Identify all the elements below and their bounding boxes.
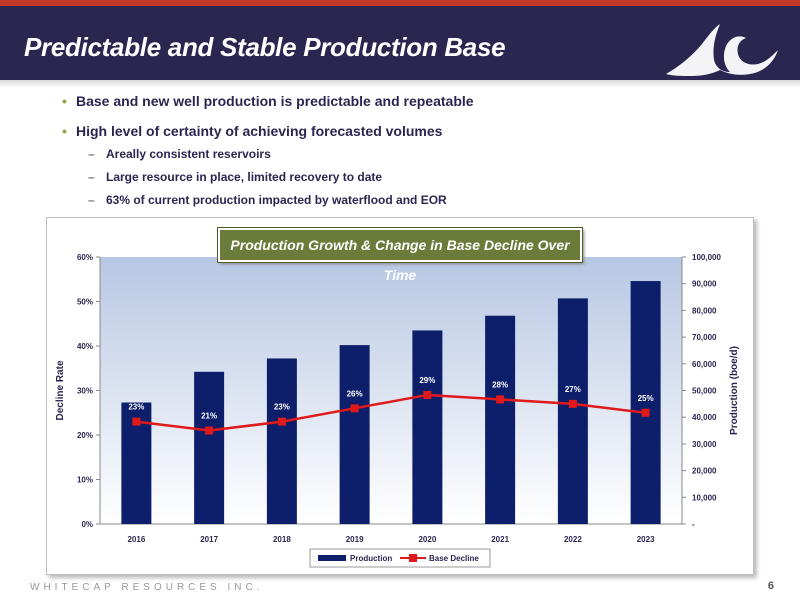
y-tick-label: 10% xyxy=(77,476,93,485)
point-base-decline xyxy=(350,404,359,413)
point-base-decline xyxy=(205,426,214,435)
point-base-decline xyxy=(568,399,577,408)
y2-tick-label: 70,000 xyxy=(692,333,717,342)
title-bar: Predictable and Stable Production Base xyxy=(0,6,800,80)
point-base-decline xyxy=(277,417,286,426)
y-tick-label: 60% xyxy=(77,253,93,262)
plot-area xyxy=(100,257,682,524)
page-number: 6 xyxy=(767,580,774,592)
x-tick-label: 2021 xyxy=(491,535,509,544)
x-tick-label: 2023 xyxy=(637,535,655,544)
sub-bullet-item: – Areally consistent reservoirs xyxy=(62,146,762,169)
sub-bullet-item: –63% of current production impacted by w… xyxy=(62,192,762,215)
production-decline-chart: 0% 10% 20% 30% 40% 50% 60% - 10,000 20,000 30,000 4… xyxy=(55,253,740,568)
data-label-decline: 23% xyxy=(128,403,144,412)
bullet-item: • Base and new well production is predict… xyxy=(62,92,762,116)
sub-bullet-text: Areally consistent reservoirs xyxy=(106,147,271,161)
x-tick-label: 2017 xyxy=(200,535,218,544)
x-tick-label: 2022 xyxy=(564,535,582,544)
point-base-decline xyxy=(423,390,432,399)
legend-label-production: Production xyxy=(350,554,392,563)
y-tick-label: 30% xyxy=(77,387,93,396)
bar-production xyxy=(266,358,297,524)
y2-tick-label: 10,000 xyxy=(692,493,717,502)
y2-tick-label: 40,000 xyxy=(692,413,717,422)
data-label-decline: 23% xyxy=(274,403,290,412)
bar-production xyxy=(412,330,443,524)
x-tick-label: 2020 xyxy=(418,535,436,544)
wave-logo-icon xyxy=(666,24,778,76)
data-label-decline: 21% xyxy=(201,412,217,421)
legend-label-base-decline: Base Decline xyxy=(429,554,479,563)
bullet-dot-icon: • xyxy=(62,123,67,139)
legend-marker-base-decline xyxy=(409,554,417,562)
bullet-text: High level of certainty of achieving for… xyxy=(76,123,443,139)
sub-bullet-text: Large resource in place, limited recover… xyxy=(106,170,383,184)
point-base-decline xyxy=(132,417,141,426)
data-label-decline: 29% xyxy=(419,376,435,385)
data-label-decline: 26% xyxy=(347,389,363,398)
point-base-decline xyxy=(496,395,505,404)
x-tick-label: 2016 xyxy=(127,535,145,544)
bar-production xyxy=(194,371,225,524)
dash-icon: – xyxy=(88,193,95,207)
title-shadow xyxy=(0,80,800,88)
y-tick-label: 40% xyxy=(77,342,93,351)
data-label-decline: 28% xyxy=(492,380,508,389)
legend-swatch-production xyxy=(318,555,346,561)
y2-axis-title: Production (boe/d) xyxy=(729,346,740,435)
sub-bullet-item: – Large resource in place, limited recove… xyxy=(62,169,762,192)
dash-icon: – xyxy=(88,170,95,184)
bar-production xyxy=(630,281,661,524)
bar-production xyxy=(339,345,370,524)
bullet-text: Base and new well production is predicta… xyxy=(76,93,474,109)
x-tick-label: 2018 xyxy=(273,535,291,544)
y2-tick-label: 30,000 xyxy=(692,440,717,449)
y-tick-label: 0% xyxy=(81,520,93,529)
dash-icon: – xyxy=(88,147,95,161)
y-tick-label: 20% xyxy=(77,431,93,440)
bar-production xyxy=(557,298,588,524)
y2-tick-label: - xyxy=(692,520,695,529)
data-label-decline: 27% xyxy=(565,385,581,394)
bullet-item: • High level of certainty of achieving fo… xyxy=(62,122,762,146)
bullet-dot-icon: • xyxy=(62,93,67,109)
x-tick-label: 2019 xyxy=(346,535,364,544)
point-base-decline xyxy=(641,408,650,417)
slide-title: Predictable and Stable Production Base xyxy=(24,32,506,62)
company-name: WHITECAP RESOURCES INC. xyxy=(30,582,264,593)
top-accent-stripe xyxy=(0,0,800,6)
bullet-list: • Base and new well production is predict… xyxy=(62,92,762,215)
y2-tick-label: 90,000 xyxy=(692,280,717,289)
y2-tick-label: 50,000 xyxy=(692,387,717,396)
y2-tick-label: 20,000 xyxy=(692,467,717,476)
line-base-decline xyxy=(136,393,646,432)
y-axis-title: Decline Rate xyxy=(55,360,66,420)
sub-bullet-text: 63% of current production impacted by wa… xyxy=(106,193,447,207)
chart-title: Production Growth & Change in Base Decli… xyxy=(218,228,582,283)
y2-tick-label: 60,000 xyxy=(692,360,717,369)
data-label-decline: 25% xyxy=(638,394,654,403)
y-tick-label: 50% xyxy=(77,298,93,307)
y2-tick-label: 80,000 xyxy=(692,306,717,315)
bar-production xyxy=(485,315,516,524)
y2-tick-label: 100,000 xyxy=(692,253,721,262)
